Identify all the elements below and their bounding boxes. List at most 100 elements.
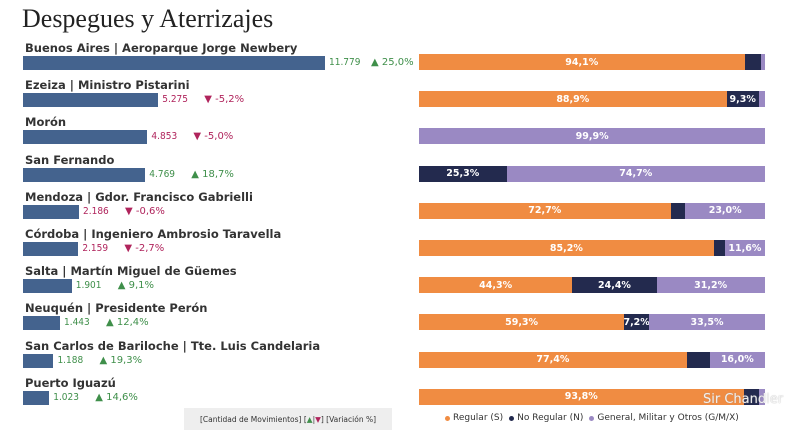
variation-value: ▲ 14,6% xyxy=(95,392,138,403)
share-stacked-bar: 94,1% xyxy=(419,54,765,70)
down-triangle-icon: ▼ xyxy=(193,131,205,143)
legend-item-regular[interactable]: Regular (S) xyxy=(445,413,503,423)
airport-label: San Carlos de Bariloche | Tte. Luis Cand… xyxy=(25,338,321,353)
airport-row: Morón 4.853 ▼ -5,0% 99,9% xyxy=(0,115,800,152)
airport-label: Córdoba | Ingeniero Ambrosio Taravella xyxy=(25,227,282,241)
segment-regular[interactable]: 77,4% xyxy=(419,351,687,368)
segment-no-regular[interactable] xyxy=(686,351,710,368)
variation-label: 14,6% xyxy=(106,391,138,403)
variation-value: ▼ -5,0% xyxy=(193,131,233,142)
movements-bar[interactable] xyxy=(23,167,146,182)
movements-value: 1.188 xyxy=(57,354,84,366)
segment-no-regular[interactable]: 7,2% xyxy=(624,314,650,331)
segment-general[interactable] xyxy=(761,54,765,70)
footnote-prefix: [Cantidad de Movimientos] [ xyxy=(199,414,307,424)
segment-no-regular[interactable] xyxy=(743,388,760,405)
movements-bar[interactable] xyxy=(23,316,60,331)
segment-no-regular[interactable] xyxy=(670,202,686,219)
variation-value: ▲ 12,4% xyxy=(106,317,149,328)
legend-label: No Regular (N) xyxy=(517,413,584,423)
segment-regular[interactable]: 85,2% xyxy=(419,240,714,256)
legend-item-general[interactable]: General, Militar y Otros (G/M/X) xyxy=(589,413,739,423)
legend-label: General, Militar y Otros (G/M/X) xyxy=(597,413,739,423)
segment-general[interactable]: 16,0% xyxy=(709,351,765,368)
variation-label: 18,7% xyxy=(202,168,234,180)
movements-bar[interactable] xyxy=(23,93,159,108)
variation-value: ▲ 19,3% xyxy=(99,355,142,366)
airport-row: Córdoba | Ingeniero Ambrosio Taravella 2.… xyxy=(0,227,800,264)
chart-legend: Regular (S) No Regular (N) General, Mili… xyxy=(445,413,739,423)
segment-regular[interactable]: 94,1% xyxy=(419,54,745,70)
share-stacked-bar: 88,9% 9,3% xyxy=(419,91,765,108)
variation-label: 9,1% xyxy=(128,280,155,292)
movements-value: 2.159 xyxy=(82,243,109,254)
movements-bar[interactable] xyxy=(23,204,80,219)
movements-value: 11.779 xyxy=(329,57,361,68)
segment-general[interactable]: 11,6% xyxy=(724,240,765,256)
airport-label: Salta | Martín Miguel de Güemes xyxy=(25,264,237,279)
segment-general[interactable]: 23,0% xyxy=(685,202,765,219)
segment-general[interactable]: 99,9% xyxy=(419,128,765,145)
movements-value: 2.186 xyxy=(83,205,109,217)
airport-row: Salta | Martín Miguel de Güemes 1.901 ▲ 9,… xyxy=(0,264,800,301)
share-stacked-bar: 44,3% 24,4% 31,2% xyxy=(419,277,765,294)
variation-label: -5,2% xyxy=(215,94,245,106)
share-stacked-bar: 59,3% 7,2% 33,5% xyxy=(419,314,765,331)
segment-no-regular[interactable]: 9,3% xyxy=(726,91,759,108)
legend-label: Regular (S) xyxy=(453,413,504,423)
movements-bar[interactable] xyxy=(23,130,148,145)
up-triangle-icon: ▲ xyxy=(371,57,382,68)
segment-regular[interactable]: 72,7% xyxy=(419,202,671,219)
airport-label: Buenos Aires | Aeroparque Jorge Newbery xyxy=(25,41,298,55)
variation-label: 25,0% xyxy=(381,57,414,68)
movements-bar[interactable] xyxy=(23,390,50,405)
airport-row: Neuquén | Presidente Perón 1.443 ▲ 12,4% 59… xyxy=(0,301,800,338)
legend-dot-icon xyxy=(509,415,515,421)
airport-row: Buenos Aires | Aeroparque Jorge Newbery 1… xyxy=(0,41,800,78)
movements-bar[interactable] xyxy=(23,56,325,70)
airport-row: Ezeiza | Ministro Pistarini 5.275 ▼ -5,2% 8… xyxy=(0,78,800,115)
segment-no-regular[interactable] xyxy=(713,240,725,256)
airport-label: Mendoza | Gdor. Francisco Gabrielli xyxy=(25,189,253,204)
segment-general[interactable]: 74,7% xyxy=(506,165,765,182)
movements-bar[interactable] xyxy=(23,279,72,294)
page-title: Despegues y Aterrizajes xyxy=(22,4,274,33)
segment-regular[interactable]: 59,3% xyxy=(419,314,625,331)
segment-general[interactable] xyxy=(759,388,765,405)
segment-regular[interactable]: 44,3% xyxy=(419,277,573,294)
variation-label: -5,0% xyxy=(204,131,234,143)
up-triangle-icon: ▲ xyxy=(105,317,117,329)
movements-value: 1.023 xyxy=(53,391,79,403)
movements-value: 5.275 xyxy=(162,94,188,106)
footnote-suffix: ] [Variación %] xyxy=(320,414,377,424)
segment-general[interactable] xyxy=(758,91,765,108)
variation-label: -2,7% xyxy=(135,243,165,254)
segment-regular[interactable]: 93,8% xyxy=(419,388,744,405)
share-stacked-bar: 72,7% 23,0% xyxy=(419,202,765,219)
share-stacked-bar: 85,2% 11,6% xyxy=(419,240,765,256)
movements-bar[interactable] xyxy=(23,242,79,256)
variation-value: ▲ 9,1% xyxy=(118,280,154,291)
segment-no-regular[interactable]: 25,3% xyxy=(419,165,507,182)
footnote-sep: | xyxy=(312,414,316,424)
movements-bar[interactable] xyxy=(23,353,54,368)
segment-general[interactable]: 33,5% xyxy=(649,314,765,331)
variation-value: ▼ -0,6% xyxy=(125,206,165,217)
segment-regular[interactable]: 88,9% xyxy=(419,91,727,108)
up-triangle-icon: ▲ xyxy=(117,280,129,292)
airport-label: Puerto Iguazú xyxy=(25,375,116,390)
share-stacked-bar: 77,4% 16,0% xyxy=(419,351,765,368)
segment-no-regular[interactable]: 24,4% xyxy=(572,277,657,294)
up-triangle-icon: ▲ xyxy=(306,414,313,424)
up-triangle-icon: ▲ xyxy=(191,168,203,180)
segment-general[interactable]: 31,2% xyxy=(656,277,765,294)
airport-label: Neuquén | Presidente Perón xyxy=(25,301,208,316)
footnote-legend: [Cantidad de Movimientos] [ ▲ | ▼ ] [Var… xyxy=(184,408,392,430)
variation-label: 12,4% xyxy=(116,317,149,329)
up-triangle-icon: ▲ xyxy=(95,391,107,403)
legend-item-no-regular[interactable]: No Regular (N) xyxy=(509,413,583,423)
segment-no-regular[interactable] xyxy=(744,54,762,70)
airport-row: San Fernando 4.769 ▲ 18,7% 25,3% 74,7% xyxy=(0,153,800,190)
variation-value: ▼ -2,7% xyxy=(124,243,164,254)
airport-label: San Fernando xyxy=(25,152,115,167)
